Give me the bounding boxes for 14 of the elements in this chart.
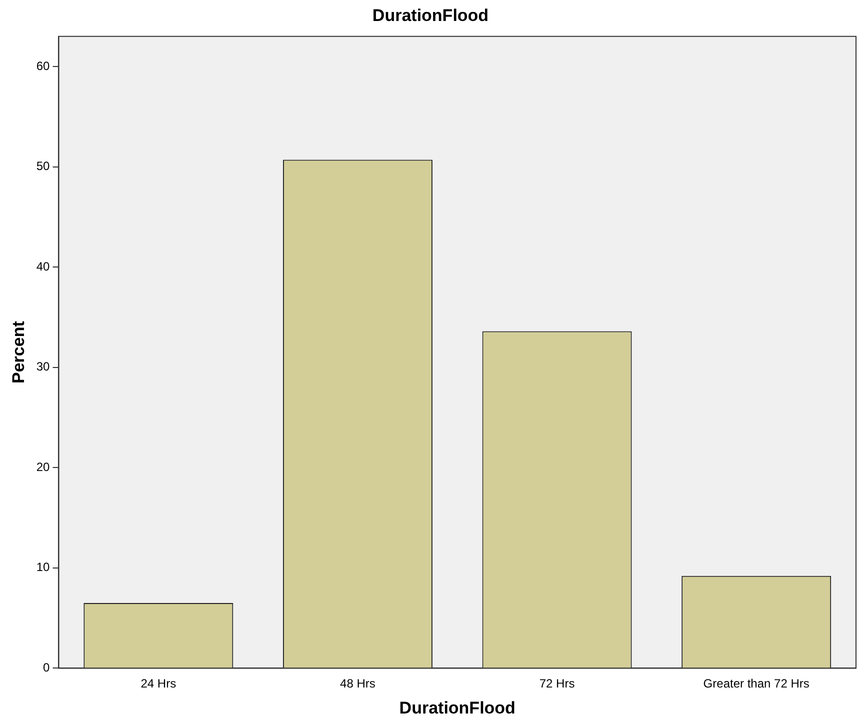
y-tick-label: 0: [43, 660, 50, 675]
y-tick-label: 40: [36, 259, 50, 274]
y-tick-label: 60: [36, 58, 50, 73]
y-tick-label: 10: [36, 560, 50, 574]
y-tick-label: 30: [36, 360, 50, 374]
chart-title: DurationFlood: [372, 6, 489, 25]
y-tick-label: 20: [36, 460, 50, 474]
x-tick-label: Greater than 72 Hrs: [703, 676, 810, 691]
y-axis-title: Percent: [8, 320, 28, 384]
x-tick-label: 72 Hrs: [539, 676, 575, 691]
x-tick-label: 24 Hrs: [140, 676, 176, 691]
x-axis-title: DurationFlood: [399, 698, 516, 718]
y-tick-label: 50: [36, 159, 50, 174]
x-tick-label: 48 Hrs: [340, 676, 376, 691]
